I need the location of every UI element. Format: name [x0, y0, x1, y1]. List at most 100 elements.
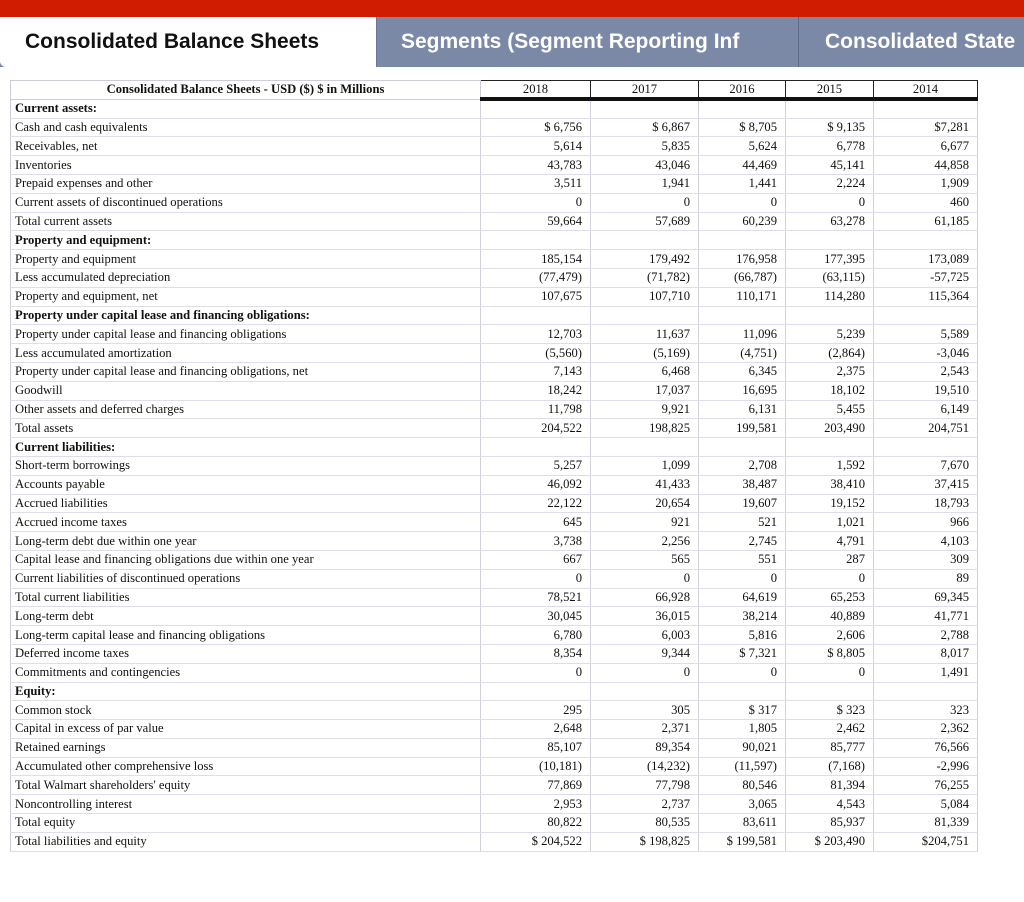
table-row: Current assets of discontinued operation…	[10, 193, 978, 213]
value-cell: 37,415	[873, 475, 978, 495]
value-cell: 2,648	[480, 719, 591, 739]
value-cell: 110,171	[698, 287, 786, 307]
row-label: Goodwill	[10, 381, 481, 401]
value-cell: 4,103	[873, 531, 978, 551]
value-cell	[480, 306, 591, 326]
row-label: Total current assets	[10, 212, 481, 232]
value-cell: 7,670	[873, 456, 978, 476]
row-label: Property under capital lease and financi…	[10, 324, 481, 345]
value-cell: 667	[480, 550, 591, 570]
table-row: Long-term capital lease and financing ob…	[10, 625, 978, 645]
year-header: 2016	[698, 80, 786, 102]
value-cell: 6,468	[590, 362, 699, 382]
table-row: Prepaid expenses and other 3,511 1,941 1,44…	[10, 174, 978, 194]
value-cell	[590, 437, 699, 457]
value-cell: $ 7,321	[698, 644, 786, 664]
value-cell	[698, 230, 786, 251]
value-cell: 287	[785, 550, 874, 570]
value-cell: 41,433	[590, 475, 699, 495]
value-cell	[480, 230, 591, 251]
value-cell: 0	[698, 569, 786, 589]
table-row: Current liabilities of discontinued oper…	[10, 569, 978, 589]
value-cell: 2,606	[785, 625, 874, 645]
row-label: Property under capital lease and financi…	[10, 306, 481, 326]
value-cell: 77,869	[480, 775, 591, 796]
value-cell: $ 6,867	[590, 118, 699, 138]
value-cell: $ 317	[698, 700, 786, 721]
table-row: Accumulated other comprehensive loss (10,…	[10, 757, 978, 777]
table-row: Total equity 80,822 80,535 83,611 85,937 81,3…	[10, 813, 978, 833]
table-row: Accrued income taxes 645 921 521 1,021 966	[10, 512, 978, 533]
row-label: Short-term borrowings	[10, 456, 481, 476]
value-cell: (4,751)	[698, 343, 786, 363]
value-cell: 0	[785, 663, 874, 683]
tab-consolidated-balance-sheets[interactable]: Consolidated Balance Sheets	[0, 17, 376, 67]
value-cell: 5,614	[480, 136, 591, 157]
value-cell: 11,798	[480, 400, 591, 420]
tab-segments[interactable]: Segments (Segment Reporting Inf	[376, 17, 798, 67]
row-label: Total current liabilities	[10, 588, 481, 608]
tab-consolidated-statements[interactable]: Consolidated State	[798, 17, 1024, 67]
table-title: Consolidated Balance Sheets - USD ($) $ …	[10, 80, 481, 100]
value-cell: $ 6,756	[480, 118, 591, 138]
value-cell: 59,664	[480, 212, 591, 232]
value-cell: 12,703	[480, 324, 591, 345]
value-cell: 19,510	[873, 381, 978, 401]
value-cell: 1,441	[698, 174, 786, 194]
year-header: 2018	[480, 80, 591, 102]
row-label: Less accumulated amortization	[10, 343, 481, 363]
value-cell: 3,511	[480, 174, 591, 194]
row-label: Inventories	[10, 155, 481, 175]
table-row: Property under capital lease and financi…	[10, 362, 978, 382]
value-cell: $7,281	[873, 118, 978, 138]
value-cell: 9,921	[590, 400, 699, 420]
value-cell: 1,021	[785, 512, 874, 533]
table-row: Capital lease and financing obligations …	[10, 550, 978, 570]
top-bar	[0, 0, 1024, 17]
value-cell: 6,778	[785, 136, 874, 157]
value-cell: 0	[480, 193, 591, 213]
row-label: Total liabilities and equity	[10, 832, 481, 852]
value-cell: 22,122	[480, 494, 591, 514]
table-row: Long-term debt 30,045 36,015 38,214 40,889 41…	[10, 606, 978, 627]
row-label: Common stock	[10, 700, 481, 721]
table-row: Property and equipment 185,154 179,492 176,…	[10, 249, 978, 269]
value-cell: 966	[873, 512, 978, 533]
value-cell: 0	[590, 569, 699, 589]
value-cell: 6,131	[698, 400, 786, 420]
value-cell: 38,487	[698, 475, 786, 495]
value-cell: 17,037	[590, 381, 699, 401]
value-cell: 80,822	[480, 813, 591, 833]
value-cell: $204,751	[873, 832, 978, 852]
value-cell: 11,096	[698, 324, 786, 345]
row-label: Commitments and contingencies	[10, 663, 481, 683]
value-cell: 43,046	[590, 155, 699, 175]
value-cell: 43,783	[480, 155, 591, 175]
table-row: Property under capital lease and financi…	[10, 324, 978, 345]
value-cell	[873, 99, 978, 119]
value-cell: 204,522	[480, 418, 591, 439]
value-cell: $ 9,135	[785, 118, 874, 138]
value-cell: 0	[480, 663, 591, 683]
table-row: Retained earnings 85,107 89,354 90,021 85,77…	[10, 738, 978, 758]
value-cell: -57,725	[873, 268, 978, 288]
section-header-row: Equity:	[10, 682, 978, 702]
value-cell: (66,787)	[698, 268, 786, 288]
year-header: 2017	[590, 80, 699, 102]
value-cell: 5,589	[873, 324, 978, 345]
value-cell: $ 198,825	[590, 832, 699, 852]
value-cell: 44,858	[873, 155, 978, 175]
value-cell: 80,535	[590, 813, 699, 833]
value-cell: 1,805	[698, 719, 786, 739]
value-cell: 1,592	[785, 456, 874, 476]
value-cell: 3,065	[698, 794, 786, 815]
value-cell: 90,021	[698, 738, 786, 758]
value-cell: 0	[785, 569, 874, 589]
value-cell: 41,771	[873, 606, 978, 627]
table-row: Total assets 204,522 198,825 199,581 203,490…	[10, 418, 978, 439]
value-cell: 2,745	[698, 531, 786, 551]
table-row: Total liabilities and equity $ 204,522 $ 1…	[10, 832, 978, 852]
value-cell: 5,084	[873, 794, 978, 815]
value-cell: (2,864)	[785, 343, 874, 363]
value-cell: 185,154	[480, 249, 591, 269]
